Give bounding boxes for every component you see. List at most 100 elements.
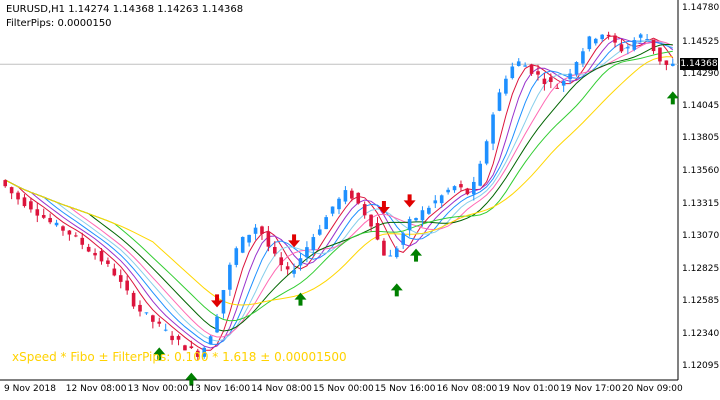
candle-body bbox=[305, 247, 309, 258]
candlesticks bbox=[3, 31, 675, 361]
candle-body bbox=[29, 201, 33, 210]
candle-body bbox=[651, 39, 656, 52]
candle-body bbox=[279, 257, 284, 266]
price-tick-label: 1.14525 bbox=[682, 37, 720, 48]
candle-body bbox=[420, 210, 425, 221]
candle-body bbox=[54, 222, 59, 226]
moving-average-line bbox=[4, 35, 674, 351]
price-tick-label: 1.13560 bbox=[682, 166, 720, 176]
candle-body bbox=[266, 232, 271, 247]
candle-body bbox=[536, 71, 540, 75]
indicator-settings-text: xSpeed * Fibo ± FilterPips: 0.100 * 1.61… bbox=[12, 350, 347, 364]
candle-body bbox=[260, 226, 264, 234]
candle-body bbox=[189, 346, 194, 349]
moving-average-line bbox=[4, 39, 674, 342]
price-tick-label: 1.13315 bbox=[682, 198, 720, 209]
candle-body bbox=[247, 234, 251, 243]
candle-body bbox=[626, 47, 630, 49]
candle-body bbox=[529, 64, 534, 74]
time-tick-label: 12 Nov 08:00 bbox=[65, 384, 127, 394]
candle-body bbox=[369, 214, 373, 227]
candle-body bbox=[401, 233, 405, 245]
candle-body bbox=[80, 237, 85, 245]
candle-body bbox=[555, 87, 560, 89]
candle-body bbox=[407, 219, 412, 231]
chart-title: EURUSD,H1 1.14274 1.14368 1.14263 1.1436… bbox=[6, 4, 244, 15]
candle-body bbox=[362, 204, 367, 216]
buy-arrow-icon bbox=[185, 372, 198, 386]
candle-body bbox=[163, 329, 168, 331]
sell-arrow-icon bbox=[288, 234, 301, 248]
candle-body bbox=[561, 81, 566, 86]
candle-body bbox=[112, 268, 117, 276]
candle-body bbox=[446, 189, 450, 193]
candle-body bbox=[523, 65, 527, 67]
candle-body bbox=[215, 316, 219, 333]
buy-arrow-icon bbox=[294, 292, 307, 306]
candle-body bbox=[273, 246, 277, 254]
signal-arrows bbox=[153, 91, 679, 386]
candle-body bbox=[664, 60, 669, 65]
price-tick-label: 1.12340 bbox=[682, 328, 720, 339]
candle-body bbox=[606, 34, 611, 37]
candle-body bbox=[330, 206, 335, 214]
candle-body bbox=[581, 51, 585, 64]
candle-body bbox=[311, 237, 316, 251]
sell-arrow-icon bbox=[377, 201, 390, 214]
candle-body bbox=[382, 240, 386, 256]
time-tick-label: 14 Nov 08:00 bbox=[251, 384, 312, 394]
candle-body bbox=[61, 226, 65, 231]
candle-body bbox=[504, 78, 508, 94]
moving-average-line bbox=[4, 43, 673, 332]
candle-body bbox=[208, 336, 213, 345]
chart-frame bbox=[0, 0, 679, 381]
candle-body bbox=[632, 40, 637, 50]
price-axis: 1.14780 1.14525 1.14290 1.14045 1.13805 1.135… bbox=[678, 0, 720, 380]
candle-body bbox=[433, 200, 438, 204]
candle-body bbox=[16, 192, 20, 200]
candle-body bbox=[465, 188, 470, 195]
candle-body bbox=[86, 246, 91, 252]
time-tick-label: 15 Nov 00:00 bbox=[313, 384, 374, 394]
candle-body bbox=[658, 47, 662, 62]
time-tick-label: 13 Nov 00:00 bbox=[127, 384, 189, 394]
time-tick-label: 19 Nov 01:00 bbox=[498, 384, 560, 394]
candle-body bbox=[472, 181, 476, 195]
buy-arrow-icon bbox=[390, 283, 403, 297]
candle-body bbox=[292, 270, 296, 274]
sell-arrow-icon bbox=[403, 194, 416, 208]
candle-body bbox=[638, 34, 643, 38]
current-price-badge: 1.14368 bbox=[680, 58, 718, 71]
candle-body bbox=[195, 350, 200, 357]
candle-body bbox=[510, 66, 515, 79]
candle-body bbox=[131, 292, 136, 307]
time-tick-label: 13 Nov 16:00 bbox=[189, 384, 251, 394]
candle-body bbox=[157, 321, 162, 324]
sell-arrow-icon bbox=[211, 294, 224, 308]
candle-body bbox=[202, 347, 206, 357]
candle-body bbox=[35, 209, 40, 216]
candle-body bbox=[3, 180, 8, 187]
time-tick-label: 20 Nov 09:00 bbox=[622, 384, 683, 394]
moving-average-line bbox=[4, 50, 673, 322]
candle-body bbox=[138, 304, 142, 312]
price-tick-label: 1.12825 bbox=[682, 264, 720, 274]
candle-body bbox=[388, 255, 393, 257]
time-tick-label: 19 Nov 17:00 bbox=[560, 384, 621, 394]
time-tick-label: 15 Nov 16:00 bbox=[374, 384, 436, 394]
moving-average-lines bbox=[4, 35, 674, 351]
candle-body bbox=[600, 34, 604, 40]
candle-body bbox=[324, 217, 328, 230]
buy-arrow-icon bbox=[410, 248, 423, 262]
candle-body bbox=[670, 63, 675, 66]
candle-body bbox=[125, 280, 129, 291]
candle-body bbox=[593, 38, 598, 44]
candle-body bbox=[183, 345, 187, 351]
candle-body bbox=[9, 187, 14, 194]
candle-body bbox=[452, 186, 457, 191]
candle-body bbox=[568, 73, 572, 80]
price-tick-label: 1.14045 bbox=[682, 101, 720, 112]
candle-body bbox=[497, 92, 502, 111]
candle-body bbox=[491, 114, 495, 144]
